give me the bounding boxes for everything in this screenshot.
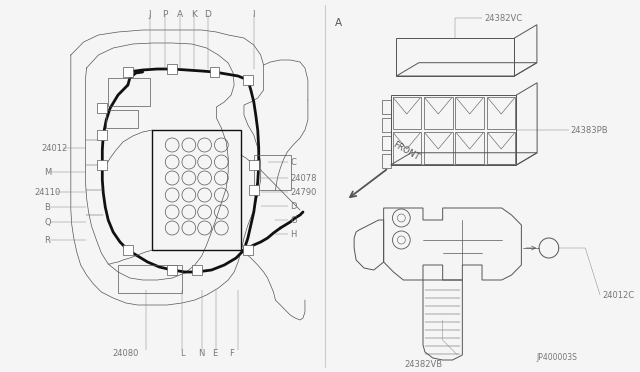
Text: J: J: [148, 10, 151, 19]
Text: G: G: [290, 215, 297, 224]
Text: H: H: [290, 230, 296, 238]
Text: Q: Q: [44, 218, 51, 227]
Text: 24110: 24110: [35, 187, 61, 196]
Bar: [106, 110, 138, 128]
Text: L: L: [180, 349, 184, 358]
Bar: [249, 160, 259, 170]
Text: B: B: [44, 202, 50, 212]
Text: D: D: [204, 10, 211, 19]
Text: 24012: 24012: [42, 144, 68, 153]
Text: 24790: 24790: [290, 187, 317, 196]
Text: E: E: [212, 349, 217, 358]
Bar: [381, 136, 390, 150]
Bar: [167, 64, 177, 74]
Bar: [123, 67, 133, 77]
Bar: [167, 265, 177, 275]
Text: D: D: [290, 202, 297, 211]
Bar: [456, 97, 484, 129]
Bar: [209, 67, 220, 77]
Bar: [456, 132, 484, 164]
Text: FRONT: FRONT: [392, 140, 421, 162]
Text: F: F: [228, 349, 234, 358]
Bar: [152, 130, 241, 250]
Text: 24012C: 24012C: [602, 291, 634, 299]
Text: 24078: 24078: [290, 173, 317, 183]
Bar: [487, 132, 515, 164]
Text: A: A: [177, 10, 183, 19]
Bar: [392, 132, 421, 164]
Bar: [424, 97, 452, 129]
Text: A: A: [335, 18, 342, 28]
Text: N: N: [198, 349, 205, 358]
Bar: [108, 78, 150, 106]
Bar: [243, 75, 253, 85]
Bar: [392, 97, 421, 129]
Bar: [381, 118, 390, 132]
Text: 24382VB: 24382VB: [404, 360, 442, 369]
Bar: [123, 245, 133, 255]
Text: 24080: 24080: [113, 349, 139, 358]
Text: R: R: [44, 235, 50, 244]
Text: C: C: [290, 157, 296, 167]
Bar: [249, 185, 259, 195]
Bar: [487, 97, 515, 129]
Bar: [254, 155, 291, 190]
Bar: [424, 132, 452, 164]
Text: M: M: [44, 167, 51, 176]
Bar: [192, 265, 202, 275]
Text: K: K: [191, 10, 196, 19]
Bar: [97, 160, 108, 170]
Bar: [381, 154, 390, 168]
Bar: [97, 130, 108, 140]
Text: P: P: [163, 10, 168, 19]
Bar: [97, 103, 108, 113]
Bar: [243, 245, 253, 255]
Text: 24382VC: 24382VC: [484, 13, 522, 22]
Bar: [118, 265, 182, 293]
Text: JP400003S: JP400003S: [536, 353, 577, 362]
Text: I: I: [253, 10, 255, 19]
Bar: [381, 100, 390, 114]
Text: 24383PB: 24383PB: [570, 125, 608, 135]
